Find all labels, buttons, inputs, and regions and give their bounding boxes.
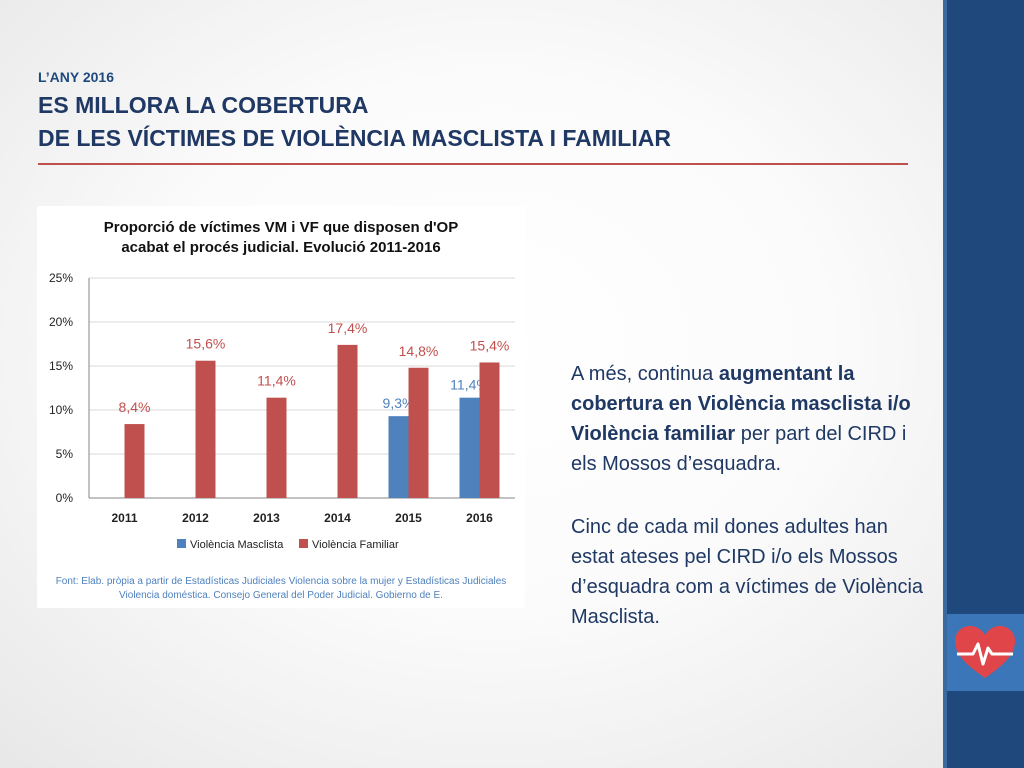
- x-tick-label: 2011: [111, 511, 137, 525]
- legend-label: Violència Masclista: [190, 539, 284, 551]
- chart-title-line2: acabat el procés judicial. Evolució 2011…: [121, 239, 441, 256]
- bar-violencia-familiar: [337, 344, 358, 498]
- page-title-line1: ES MILLORA LA COBERTURA: [38, 92, 369, 118]
- heart-pulse-icon: [955, 626, 1015, 678]
- y-tick-label: 15%: [49, 359, 73, 373]
- x-tick-label: 2012: [182, 511, 209, 525]
- logo: [947, 614, 1024, 691]
- y-tick-label: 25%: [49, 271, 73, 285]
- header-divider: [38, 163, 908, 165]
- bar-violencia-familiar: [124, 424, 145, 498]
- data-label: 15,4%: [470, 337, 510, 353]
- x-tick-label: 2016: [466, 511, 493, 525]
- chart-panel: 0% 5% 10% 15% 20% 25% 2011 8,4% 2012 15,6% 2013 11,…: [37, 206, 525, 608]
- y-tick-label: 5%: [56, 447, 74, 461]
- legend-swatch: [177, 539, 186, 548]
- body-paragraph-1-highlight: augmentant la cobertura en Violència mas…: [571, 363, 911, 445]
- y-tick-label: 20%: [49, 315, 73, 329]
- bar-violencia-masclista: [459, 397, 480, 498]
- data-label: 11,4%: [257, 373, 296, 389]
- x-tick-label: 2015: [395, 511, 422, 525]
- y-tick-label: 0%: [56, 491, 74, 505]
- body-paragraph-1: A més, continua augmentant la cobertura …: [571, 359, 931, 479]
- bar-violencia-familiar: [195, 360, 216, 498]
- legend-label: Violència Familiar: [312, 539, 399, 551]
- bar-violencia-familiar: [479, 362, 500, 498]
- chart-source-note: Font: Elab. pròpia a partir de Estadísti…: [55, 576, 507, 601]
- data-label: 14,8%: [399, 343, 439, 359]
- body-paragraph-1-pre: A més, continua: [571, 363, 719, 385]
- sidebar-accent-stripe: [943, 0, 947, 768]
- bar-violencia-familiar: [266, 397, 287, 498]
- bar-violencia-masclista: [388, 416, 409, 498]
- bar-chart: 0% 5% 10% 15% 20% 25% 2011 8,4% 2012 15,6% 2013 11,…: [49, 271, 515, 551]
- page-title-line2: DE LES VÍCTIMES DE VIOLÈNCIA MASCLISTA I…: [38, 125, 671, 151]
- x-tick-label: 2013: [253, 511, 280, 525]
- chart-title-line1: Proporció de víctimes VM i VF que dispos…: [103, 219, 459, 236]
- header-kicker: L’ANY 2016: [38, 69, 115, 85]
- x-tick-label: 2014: [324, 511, 351, 525]
- data-label: 17,4%: [328, 320, 368, 336]
- body-paragraph-2: Cinc de cada mil dones adultes han estat…: [571, 516, 924, 628]
- data-label: 11,4%: [450, 377, 489, 393]
- data-label: 15,6%: [186, 336, 226, 352]
- body-paragraph-1-post: per part del CIRD i els Mossos d’esquadr…: [571, 423, 907, 475]
- legend-swatch: [299, 539, 308, 548]
- data-label: 8,4%: [119, 399, 151, 415]
- y-tick-label: 10%: [49, 403, 73, 417]
- data-label: 9,3%: [383, 395, 415, 411]
- bar-violencia-familiar: [408, 367, 429, 498]
